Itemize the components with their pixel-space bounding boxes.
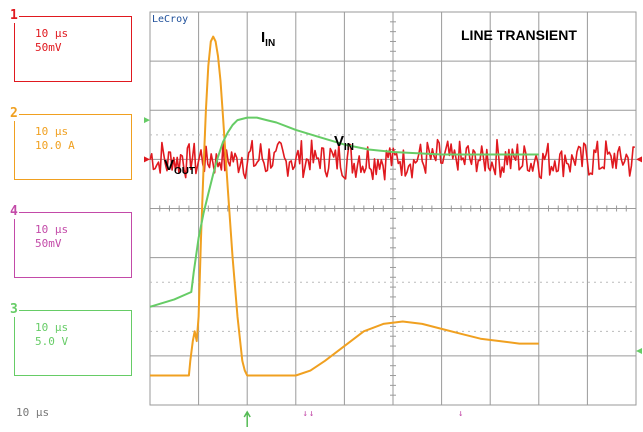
trace-vin xyxy=(149,116,539,308)
scope-brand-label: LeCroy xyxy=(152,14,188,25)
ch1-offset-marker xyxy=(144,156,150,163)
label-vin: VIN xyxy=(334,133,354,153)
graticule xyxy=(149,11,637,406)
channel-2-box: 2 10 µs 10.0 A xyxy=(9,107,132,180)
channel-3-box: 3 10 µs 5.0 V xyxy=(9,303,132,376)
channel-3-timebase: 10 µs xyxy=(35,321,69,334)
trace-iin xyxy=(150,35,539,377)
channel-1-timebase: 10 µs xyxy=(35,27,69,40)
channel-2-number: 2 xyxy=(9,106,19,121)
channel-3-scale: 5.0 V xyxy=(35,335,69,348)
markers: ↓ ↓ ↓ xyxy=(144,117,642,427)
ch3-offset-marker xyxy=(144,117,150,124)
trace-vout xyxy=(149,138,635,181)
cursor-marker: ↓ xyxy=(303,409,308,419)
channel-1-number: 1 xyxy=(9,8,19,23)
channel-2-scale: 10.0 A xyxy=(35,139,75,152)
channel-4-timebase: 10 µs xyxy=(35,223,69,236)
cursor-marker: ↓ xyxy=(458,409,463,419)
channel-3-number: 3 xyxy=(9,302,19,317)
channel-1-box: 1 10 µs 50mV xyxy=(9,9,132,82)
trigger-marker xyxy=(243,410,251,427)
traces xyxy=(149,35,635,377)
channel-4-number: 4 xyxy=(9,204,19,219)
timebase-readout: 10 µs xyxy=(16,406,50,419)
channel-1-scale: 50mV xyxy=(35,41,62,54)
label-vout: VOUT xyxy=(164,157,195,177)
trace-labels: VOUT IIN VIN xyxy=(164,29,354,177)
cursor-marker: ↓ xyxy=(309,409,314,419)
ch3-right-marker xyxy=(636,347,642,354)
channel-4-scale: 50mV xyxy=(35,237,62,250)
channel-2-timebase: 10 µs xyxy=(35,125,69,138)
ch1-right-marker xyxy=(636,156,642,163)
chart-title: LINE TRANSIENT xyxy=(461,27,577,43)
label-iin: IIN xyxy=(261,29,275,49)
channel-4-box: 4 10 µs 50mV xyxy=(9,205,132,278)
